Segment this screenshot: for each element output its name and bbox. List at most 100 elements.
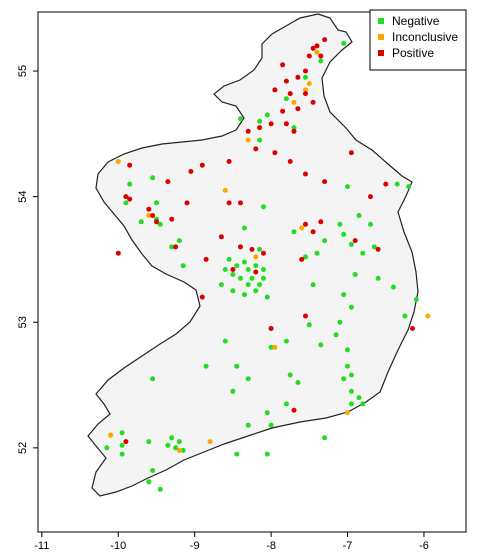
point-negative	[348, 388, 354, 394]
legend-swatch-positive	[378, 50, 384, 56]
point-negative	[268, 344, 274, 350]
point-inconclusive	[222, 187, 228, 193]
point-negative	[283, 96, 289, 102]
point-negative	[394, 181, 400, 187]
point-positive	[368, 194, 373, 200]
point-inconclusive	[291, 99, 297, 105]
point-positive	[303, 68, 308, 74]
point-positive	[383, 181, 389, 187]
point-negative	[154, 200, 159, 206]
point-positive	[310, 45, 316, 51]
point-positive	[226, 159, 232, 164]
point-positive	[169, 216, 175, 222]
point-negative	[218, 282, 224, 288]
point-negative	[253, 263, 259, 269]
point-negative	[341, 376, 347, 382]
point-negative	[119, 430, 125, 436]
point-negative	[169, 244, 175, 250]
point-negative	[222, 338, 228, 344]
point-negative	[173, 445, 179, 451]
legend-swatch-negative	[378, 18, 384, 24]
point-negative	[310, 282, 316, 288]
point-positive	[303, 91, 308, 97]
point-negative	[406, 184, 412, 190]
point-positive	[322, 37, 328, 43]
point-negative	[150, 468, 156, 473]
point-positive	[303, 313, 308, 319]
point-inconclusive	[345, 410, 350, 416]
point-negative	[295, 380, 301, 385]
point-positive	[238, 200, 243, 206]
x-tick-label: -8	[266, 540, 276, 552]
point-negative	[123, 200, 129, 206]
point-inconclusive	[176, 447, 182, 453]
point-negative	[146, 439, 152, 445]
x-tick-label: -11	[34, 540, 49, 552]
point-negative	[180, 263, 186, 269]
point-negative	[348, 304, 354, 310]
point-positive	[306, 53, 312, 59]
point-negative	[345, 184, 350, 190]
x-tick-label: -6	[419, 540, 429, 552]
point-positive	[261, 250, 266, 256]
point-positive	[283, 121, 289, 127]
series-inconclusive	[108, 49, 431, 453]
point-negative	[180, 447, 186, 453]
point-negative	[257, 282, 263, 288]
point-negative	[264, 294, 270, 300]
point-positive	[253, 146, 259, 152]
point-negative	[291, 125, 297, 131]
point-negative	[348, 401, 354, 407]
x-tick-label: -10	[110, 540, 126, 552]
point-negative	[264, 112, 270, 118]
point-positive	[348, 150, 354, 156]
point-positive	[291, 407, 297, 413]
point-positive	[150, 213, 156, 218]
x-tick-label: -7	[343, 540, 353, 552]
point-negative	[234, 363, 240, 369]
point-negative	[375, 275, 381, 281]
point-negative	[356, 213, 362, 218]
point-negative	[165, 442, 171, 448]
legend: Negative Inconclusive Positive	[369, 9, 467, 71]
point-negative	[283, 401, 289, 407]
point-inconclusive	[303, 87, 308, 93]
point-negative	[283, 338, 289, 344]
point-negative	[150, 175, 156, 181]
point-negative	[413, 297, 419, 303]
point-negative	[268, 422, 274, 428]
point-negative	[341, 40, 347, 46]
point-negative	[291, 229, 297, 235]
point-positive	[238, 244, 243, 250]
point-positive	[280, 62, 286, 68]
ireland-coastline	[87, 13, 419, 497]
point-positive	[123, 439, 129, 445]
point-positive	[314, 43, 320, 49]
point-positive	[299, 256, 305, 262]
point-positive	[188, 169, 194, 174]
y-tick-label: 54	[17, 191, 29, 203]
point-negative	[245, 282, 251, 288]
point-negative	[241, 259, 247, 265]
point-negative	[157, 486, 163, 492]
point-negative	[352, 272, 358, 277]
point-positive	[268, 121, 274, 127]
y-tick-label: 55	[17, 65, 29, 77]
point-negative	[264, 451, 270, 457]
point-negative	[360, 401, 366, 407]
point-negative	[318, 342, 324, 348]
point-positive	[115, 250, 121, 256]
point-negative	[238, 275, 243, 281]
point-negative	[238, 116, 243, 122]
point-positive	[318, 53, 324, 59]
point-negative	[303, 74, 308, 80]
data-points	[104, 37, 431, 492]
point-negative	[333, 332, 339, 338]
point-negative	[348, 372, 354, 378]
point-positive	[226, 200, 232, 206]
point-positive	[123, 194, 129, 200]
point-positive	[268, 326, 274, 331]
point-positive	[295, 106, 301, 112]
legend-swatch-inconclusive	[378, 34, 384, 40]
